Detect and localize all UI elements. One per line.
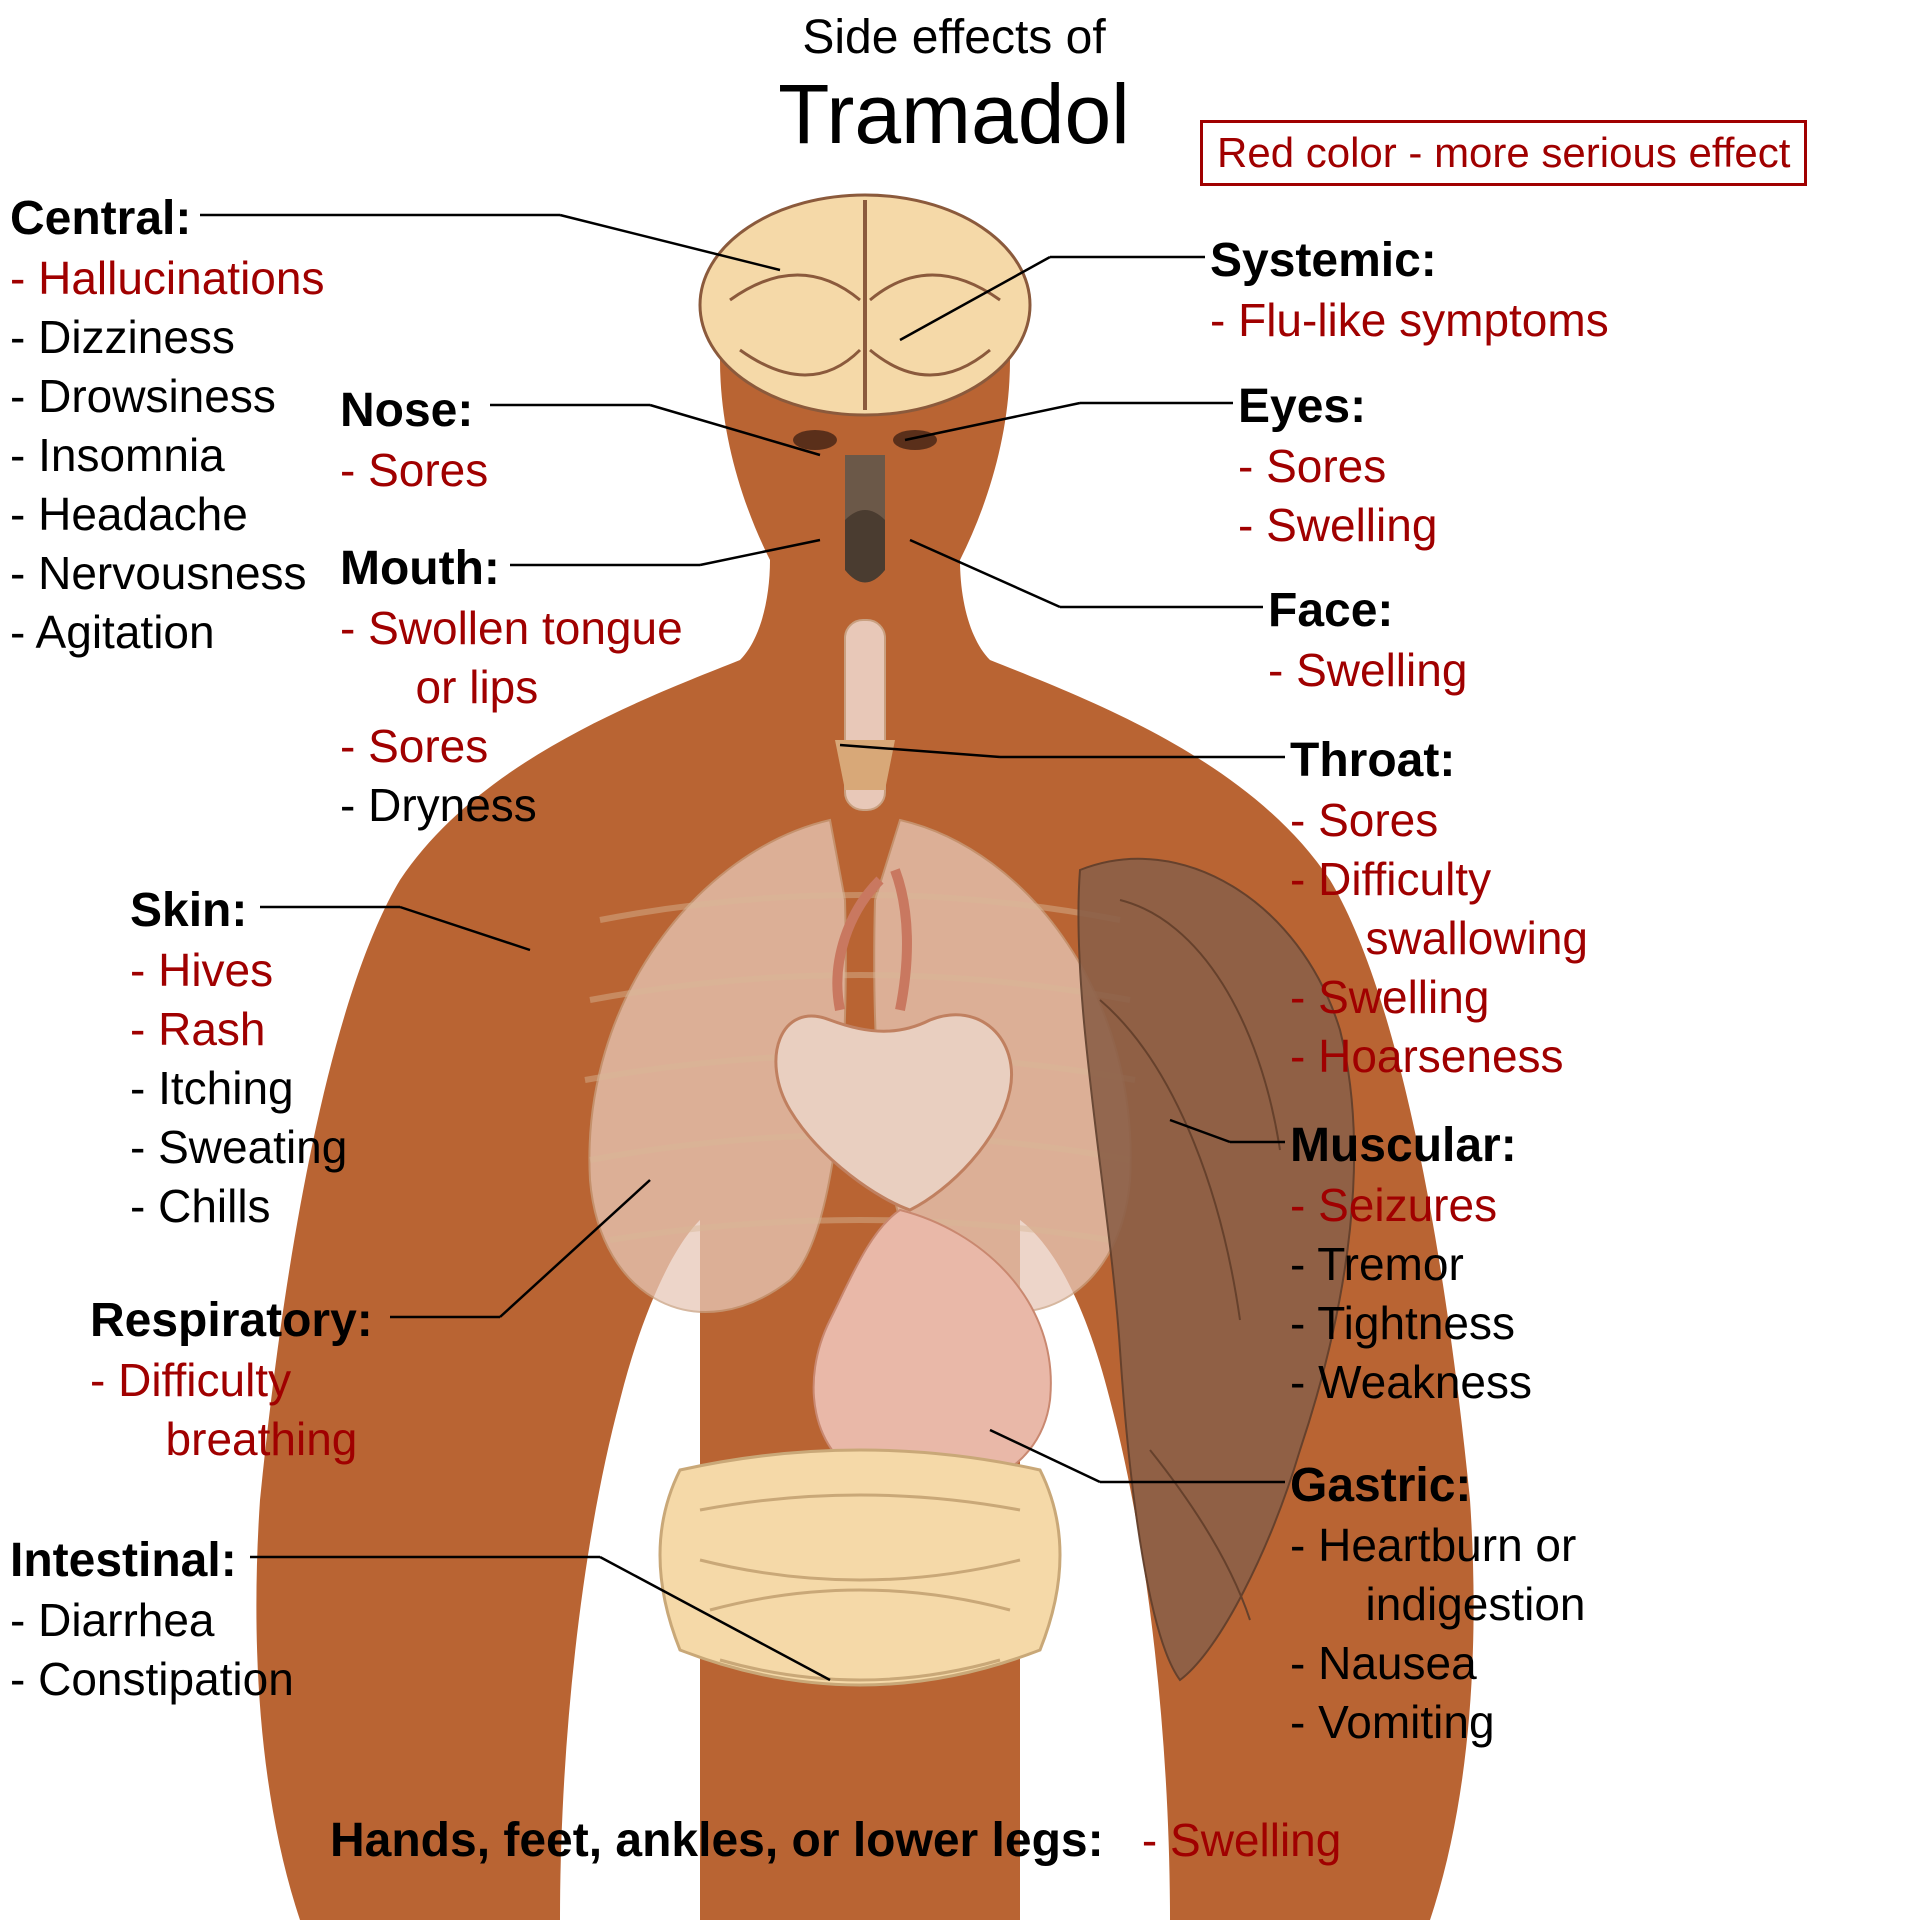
heading-systemic: Systemic: — [1210, 230, 1609, 291]
item: - Difficulty — [1290, 850, 1588, 909]
item: - Nausea — [1290, 1634, 1586, 1693]
item: - Swollen tongue — [340, 599, 683, 658]
group-extremities: Hands, feet, ankles, or lower legs: - Sw… — [330, 1810, 1341, 1871]
item: - Tightness — [1290, 1294, 1532, 1353]
heading-muscular: Muscular: — [1290, 1115, 1532, 1176]
item: - Nervousness — [10, 544, 324, 603]
heading-central: Central: — [10, 188, 324, 249]
legend-box: Red color - more serious effect — [1200, 120, 1807, 186]
group-face: Face:- Swelling — [1268, 580, 1467, 700]
heading-intestinal: Intestinal: — [10, 1530, 294, 1591]
group-mouth: Mouth:- Swollen tongue or lips- Sores- D… — [340, 538, 683, 835]
item: - Vomiting — [1290, 1693, 1586, 1752]
group-gastric: Gastric:- Heartburn or indigestion- Naus… — [1290, 1455, 1586, 1752]
item: - Constipation — [10, 1650, 294, 1709]
item: - Sores — [1238, 437, 1437, 496]
item: - Dizziness — [10, 308, 324, 367]
item: indigestion — [1290, 1575, 1586, 1634]
heading-mouth: Mouth: — [340, 538, 683, 599]
group-skin: Skin:- Hives- Rash- Itching- Sweating- C… — [130, 880, 347, 1236]
item: - Seizures — [1290, 1176, 1532, 1235]
item: - Drowsiness — [10, 367, 324, 426]
item: - Weakness — [1290, 1353, 1532, 1412]
heading-respiratory: Respiratory: — [90, 1290, 373, 1351]
group-respiratory: Respiratory:- Difficulty breathing — [90, 1290, 373, 1469]
heading-face: Face: — [1268, 580, 1467, 641]
item: - Itching — [130, 1059, 347, 1118]
group-eyes: Eyes:- Sores- Swelling — [1238, 376, 1437, 555]
heading-gastric: Gastric: — [1290, 1455, 1586, 1516]
heading-eyes: Eyes: — [1238, 376, 1437, 437]
item: swallowing — [1290, 909, 1588, 968]
diagram-canvas: Side effects of Tramadol Red color - mor… — [0, 0, 1909, 1920]
item: - Dryness — [340, 776, 683, 835]
item: - Difficulty — [90, 1351, 373, 1410]
item: breathing — [90, 1410, 373, 1469]
item: - Sores — [340, 441, 488, 500]
item: - Insomnia — [10, 426, 324, 485]
item: - Swelling — [1104, 1814, 1342, 1866]
heading-throat: Throat: — [1290, 730, 1588, 791]
group-systemic: Systemic:- Flu-like symptoms — [1210, 230, 1609, 350]
item: - Flu-like symptoms — [1210, 291, 1609, 350]
title-small: Side effects of — [654, 10, 1254, 65]
group-muscular: Muscular:- Seizures- Tremor- Tightness- … — [1290, 1115, 1532, 1412]
item: - Sweating — [130, 1118, 347, 1177]
item: - Heartburn or — [1290, 1516, 1586, 1575]
group-central: Central:- Hallucinations- Dizziness- Dro… — [10, 188, 324, 662]
item: - Rash — [130, 1000, 347, 1059]
group-throat: Throat:- Sores- Difficulty swallowing- S… — [1290, 730, 1588, 1086]
item: - Swelling — [1238, 496, 1437, 555]
item: - Headache — [10, 485, 324, 544]
item: - Hives — [130, 941, 347, 1000]
item: - Chills — [130, 1177, 347, 1236]
heading-extremities: Hands, feet, ankles, or lower legs: — [330, 1814, 1104, 1867]
item: - Hoarseness — [1290, 1027, 1588, 1086]
item: - Sores — [1290, 791, 1588, 850]
item: - Hallucinations — [10, 249, 324, 308]
heading-nose: Nose: — [340, 380, 488, 441]
group-nose: Nose:- Sores — [340, 380, 488, 500]
group-intestinal: Intestinal:- Diarrhea- Constipation — [10, 1530, 294, 1709]
item: or lips — [340, 658, 683, 717]
title-large: Tramadol — [654, 66, 1254, 163]
item: - Sores — [340, 717, 683, 776]
item: - Agitation — [10, 603, 324, 662]
heading-skin: Skin: — [130, 880, 347, 941]
item: - Swelling — [1290, 968, 1588, 1027]
item: - Swelling — [1268, 641, 1467, 700]
item: - Diarrhea — [10, 1591, 294, 1650]
item: - Tremor — [1290, 1235, 1532, 1294]
